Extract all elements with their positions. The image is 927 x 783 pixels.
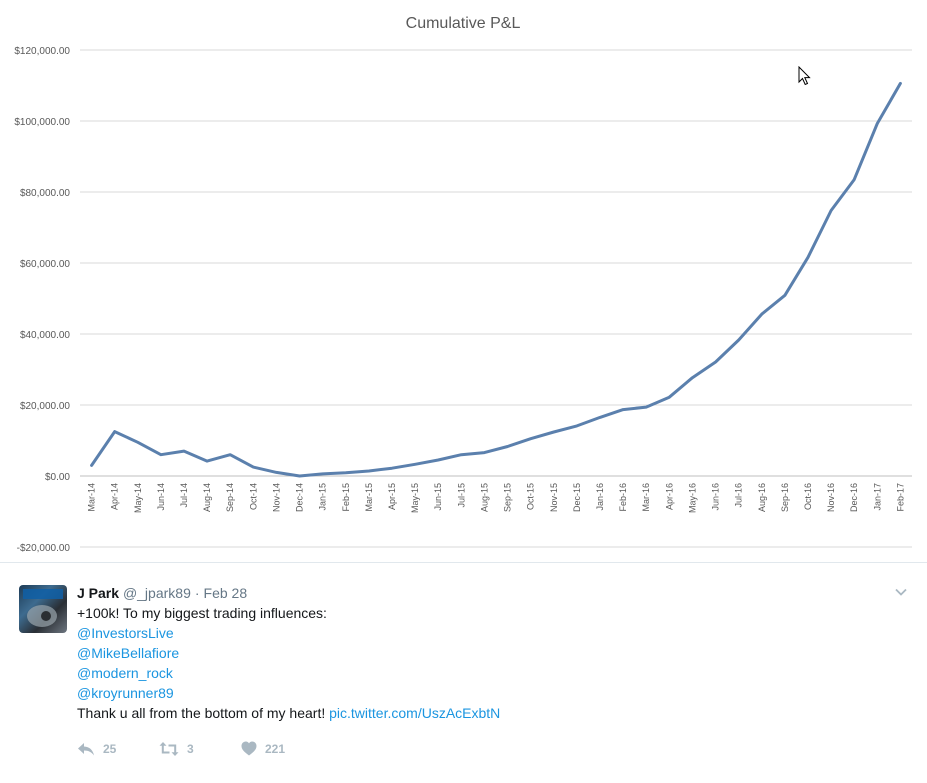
tweet-text-outro: Thank u all from the bottom of my heart! [77,705,326,721]
y-tick-label: $120,000.00 [14,46,70,57]
x-tick-label: May-16 [687,483,697,513]
reply-button[interactable]: 25 [77,741,116,757]
x-tick-label: Dec-14 [295,483,305,512]
tweet-text: +100k! To my biggest trading influences:… [77,603,500,723]
x-tick-label: Aug-15 [479,483,489,512]
x-tick-label: Feb-16 [618,483,628,512]
x-tick-label: Mar-16 [641,483,651,512]
x-tick-label: Jul-14 [179,483,189,508]
tweet-date[interactable]: Feb 28 [203,585,248,601]
reply-icon [78,743,94,756]
heart-icon [241,741,257,756]
chart-title: Cumulative P&L [406,15,521,32]
y-tick-label: $100,000.00 [14,117,70,128]
x-tick-label: May-14 [133,483,143,513]
x-tick-label: Jan-15 [318,483,328,511]
x-tick-label: Mar-14 [87,483,97,512]
mouse-cursor-icon [798,66,811,86]
x-tick-label: Jan-17 [872,483,882,511]
x-tick-label: Feb-15 [341,483,351,512]
chevron-down-icon[interactable] [894,585,908,599]
x-tick-label: Jun-15 [433,483,443,511]
tweet-text-intro: +100k! To my biggest trading influences: [77,605,327,621]
x-tick-label: Jan-16 [595,483,605,511]
y-tick-label: $40,000.00 [20,330,70,341]
like-button[interactable]: 221 [241,741,285,756]
y-tick-label: -$20,000.00 [17,543,71,554]
reply-count: 25 [103,742,117,756]
mention-link[interactable]: @kroyrunner89 [77,685,174,701]
tweet-text-outro-line: Thank u all from the bottom of my heart!… [77,703,500,723]
x-tick-label: Apr-15 [387,483,397,510]
x-tick-label: May-15 [410,483,420,513]
x-tick-label: Nov-16 [826,483,836,512]
x-tick-label: Oct-14 [248,483,258,510]
avatar[interactable] [19,585,67,633]
retweet-icon [159,742,179,756]
x-tick-label: Jun-14 [156,483,166,511]
y-tick-label: $80,000.00 [20,188,70,199]
x-tick-label: Oct-16 [803,483,813,510]
x-tick-label: Oct-15 [526,483,536,510]
mention-link[interactable]: @InvestorsLive [77,625,174,641]
media-link[interactable]: pic.twitter.com/UszAcExbtN [329,705,501,721]
x-tick-label: Apr-16 [664,483,674,510]
x-tick-label: Apr-14 [110,483,120,510]
cumulative-pnl-line [90,81,902,478]
y-tick-label: $0.00 [45,472,70,483]
mention-link[interactable]: @MikeBellafiore [77,645,180,661]
x-tick-label: Sep-14 [225,483,235,512]
x-tick-label: Aug-16 [757,483,767,512]
x-tick-label: Mar-15 [364,483,374,512]
chart-image: Cumulative P&L $120,000.00 $100,000.00 $80… [0,15,927,563]
x-tick-label: Feb-17 [895,483,905,512]
x-tick-label: Jul-16 [734,483,744,508]
x-tick-label: Jun-16 [711,483,721,511]
x-tick-label: Sep-15 [503,483,513,512]
user-handle[interactable]: @_jpark89 [122,585,191,601]
tweet-header: J Park @_jpark89 · Feb 28 [77,584,247,602]
x-tick-label: Jul-15 [456,483,466,508]
y-tick-label: $20,000.00 [20,401,70,412]
cumulative-pnl-chart: Cumulative P&L $120,000.00 $100,000.00 $80… [14,15,912,554]
user-name[interactable]: J Park [77,585,120,601]
x-tick-label: Aug-14 [202,483,212,512]
retweet-count: 3 [187,742,194,756]
mention-link[interactable]: @modern_rock [77,665,173,681]
y-tick-label: $60,000.00 [20,259,70,270]
x-tick-label: Dec-15 [572,483,582,512]
like-count: 221 [265,741,286,756]
x-tick-label: Sep-16 [780,483,790,512]
tweet: J Park @_jpark89 · Feb 28 +100k! To my big… [0,563,927,783]
header-separator: · [194,585,200,601]
x-tick-label: Nov-15 [549,483,559,512]
x-tick-label: Nov-14 [271,483,281,512]
x-tick-label: Dec-16 [849,483,859,512]
retweet-button[interactable]: 3 [159,741,194,757]
